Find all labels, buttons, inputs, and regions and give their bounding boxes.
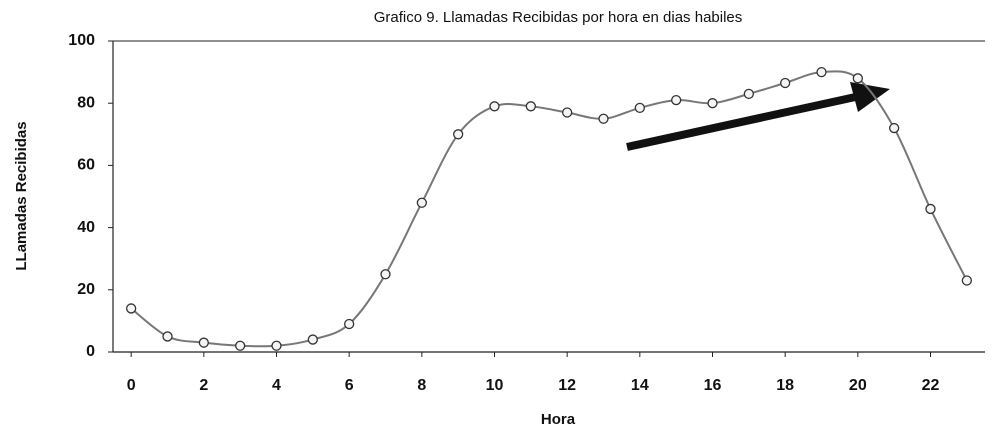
point [525,101,536,112]
point [671,94,682,106]
x-tick-label: 6 [345,377,354,394]
arrow-annotation [626,82,890,151]
chart-title: Grafico 9. Llamadas Recibidas por hora e… [374,9,743,26]
y-tick-label: 100 [68,32,95,49]
y-tick-label: 80 [77,94,95,111]
point [816,66,827,78]
point [961,275,972,286]
point [852,73,863,84]
x-tick-label: 18 [776,377,794,394]
x-tick-label: 8 [417,377,426,394]
x-tick-label: 0 [127,377,136,394]
y-tick-label: 40 [77,219,95,236]
x-tick-label: 20 [849,377,867,394]
x-tick-label: 14 [631,377,649,394]
point [743,88,754,100]
point [634,102,645,114]
point [344,318,355,330]
x-axis-title: Hora [541,411,576,428]
y-tick-label: 60 [77,157,95,174]
x-tick-label: 16 [704,377,722,394]
x-tick-label: 22 [922,377,940,394]
point [489,101,500,112]
point [235,340,246,351]
point [925,203,936,215]
point [598,113,609,124]
line [130,70,968,348]
point [416,197,427,208]
x-tick-label: 10 [486,377,504,394]
point [162,331,173,342]
point [271,340,282,351]
x-tick-label: 12 [558,377,576,394]
y-tick-label: 0 [86,343,95,360]
point [126,303,137,314]
x-tick-label: 4 [272,377,281,394]
y-tick-label: 20 [77,281,95,298]
point [780,77,791,89]
point [562,107,573,118]
point [707,98,718,109]
point [453,129,464,140]
point [198,337,209,348]
y-axis-title: LLamadas Recibidas [13,121,30,270]
point [889,122,900,134]
point [307,334,318,345]
x-tick-label: 2 [199,377,208,394]
point [380,269,391,280]
